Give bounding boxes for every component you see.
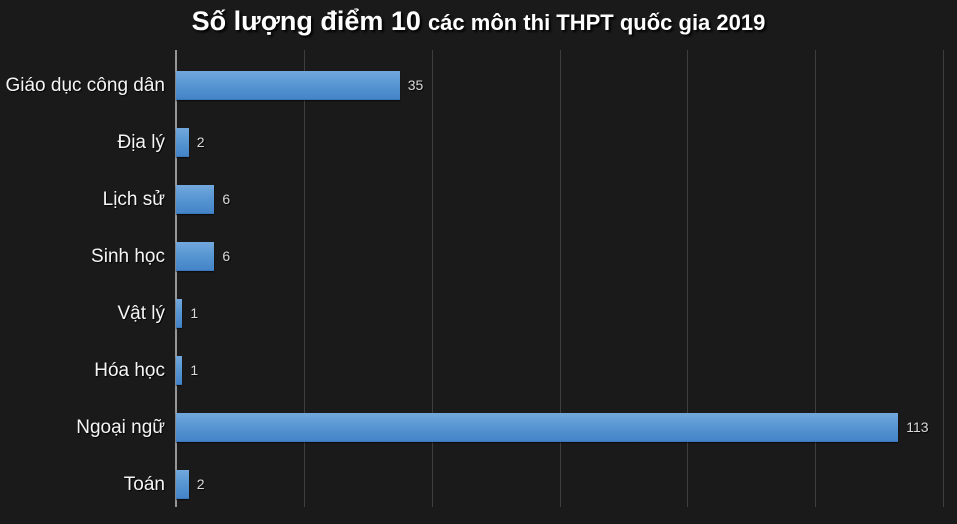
category-label: Vật lý	[117, 302, 165, 324]
bar	[176, 412, 899, 442]
y-axis-line	[175, 50, 177, 507]
chart-title-sub: các môn thi THPT quốc gia 2019	[427, 10, 766, 35]
category-label: Lịch sử	[102, 188, 165, 210]
category-label: Sinh học	[91, 245, 165, 267]
category-label: Toán	[123, 473, 165, 495]
chart-title-main: Số lượng điểm 10	[191, 6, 421, 36]
bar	[176, 355, 183, 385]
bar	[176, 184, 215, 214]
gridline	[943, 50, 944, 507]
bar	[176, 298, 183, 328]
value-label: 2	[196, 475, 205, 492]
gridline	[559, 50, 561, 507]
category-label: Địa lý	[117, 131, 165, 153]
value-label: 6	[222, 190, 231, 207]
bar	[176, 241, 215, 271]
category-label: Hóa học	[94, 359, 165, 381]
bar	[176, 70, 400, 100]
value-label: 113	[906, 418, 929, 435]
chart-title: Số lượng điểm 10 các môn thi THPT quốc gi…	[0, 6, 957, 37]
gridline	[303, 50, 305, 507]
value-label: 1	[190, 304, 199, 321]
gridline	[431, 50, 433, 507]
bar	[176, 469, 189, 499]
bar	[176, 127, 189, 157]
value-label: 35	[407, 76, 424, 93]
category-label: Ngoại ngữ	[76, 416, 165, 438]
value-label: 1	[190, 361, 199, 378]
category-label: Giáo dục công dân	[5, 74, 165, 96]
value-label: 2	[196, 133, 205, 150]
value-label: 6	[222, 247, 231, 264]
gridline	[687, 50, 689, 507]
gridline	[815, 50, 817, 507]
